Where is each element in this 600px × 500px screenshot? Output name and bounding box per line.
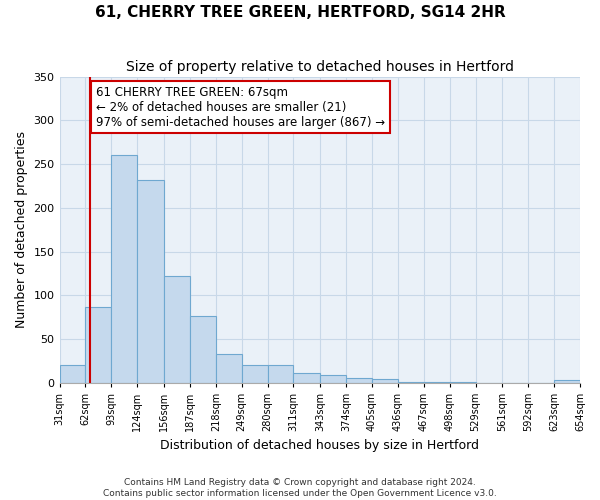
Bar bbox=[216, 354, 242, 383]
Bar bbox=[164, 276, 190, 383]
Text: Contains HM Land Registry data © Crown copyright and database right 2024.
Contai: Contains HM Land Registry data © Crown c… bbox=[103, 478, 497, 498]
Bar bbox=[59, 366, 85, 383]
Text: 61 CHERRY TREE GREEN: 67sqm
← 2% of detached houses are smaller (21)
97% of semi: 61 CHERRY TREE GREEN: 67sqm ← 2% of deta… bbox=[96, 86, 385, 128]
Bar bbox=[449, 382, 476, 383]
Bar bbox=[112, 156, 137, 383]
Bar bbox=[320, 375, 346, 383]
Text: 61, CHERRY TREE GREEN, HERTFORD, SG14 2HR: 61, CHERRY TREE GREEN, HERTFORD, SG14 2H… bbox=[95, 5, 505, 20]
Bar bbox=[346, 378, 372, 383]
Bar bbox=[554, 380, 580, 383]
Bar bbox=[242, 366, 268, 383]
X-axis label: Distribution of detached houses by size in Hertford: Distribution of detached houses by size … bbox=[160, 440, 479, 452]
Bar bbox=[268, 366, 293, 383]
Bar bbox=[137, 180, 164, 383]
Bar bbox=[372, 380, 398, 383]
Y-axis label: Number of detached properties: Number of detached properties bbox=[15, 131, 28, 328]
Bar bbox=[398, 382, 424, 383]
Title: Size of property relative to detached houses in Hertford: Size of property relative to detached ho… bbox=[126, 60, 514, 74]
Bar bbox=[424, 382, 449, 383]
Bar bbox=[85, 306, 112, 383]
Bar bbox=[293, 373, 320, 383]
Bar bbox=[190, 316, 216, 383]
